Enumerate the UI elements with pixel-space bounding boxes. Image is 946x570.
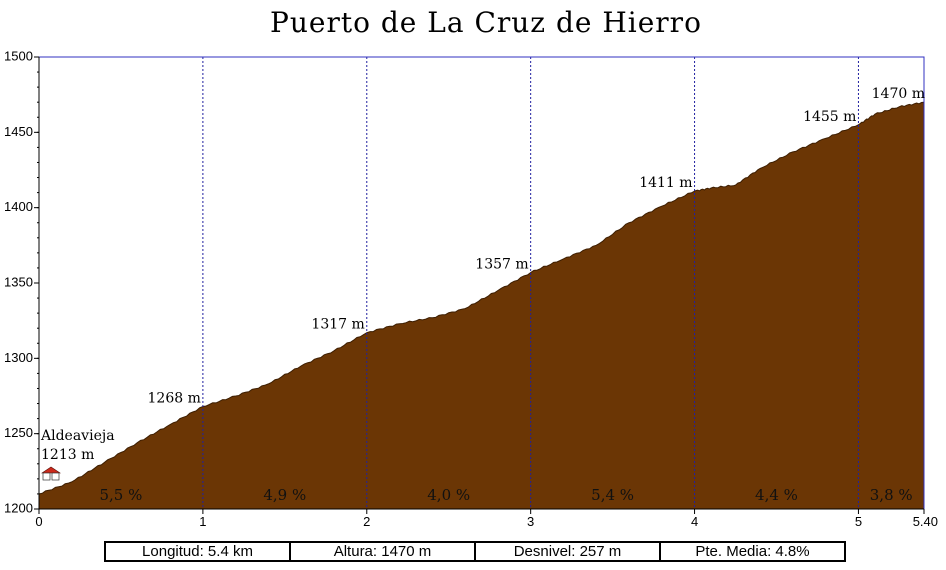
- stats-bar: Longitud: 5.4 km Altura: 1470 m Desnivel…: [104, 541, 846, 562]
- axes: 1200 1250 1300 1350 1400 1450 1500 0 1 2 3 4 5 5.40: [4, 48, 938, 529]
- elevation-label: 1455 m: [803, 109, 856, 125]
- elevation-label: 1357 m: [475, 256, 528, 272]
- y-tick-label: 1250: [4, 425, 33, 440]
- elevation-label: 1317 m: [311, 317, 364, 333]
- y-tick-label: 1300: [4, 350, 33, 365]
- y-tick-label: 1350: [4, 274, 33, 289]
- village-icon-roof: [41, 466, 61, 474]
- x-tick-label: 1: [199, 514, 206, 529]
- chart-title: Puerto de La Cruz de Hierro: [270, 6, 702, 39]
- elevation-label: 1411 m: [639, 175, 692, 191]
- x-tick-label: 0: [35, 514, 42, 529]
- stat-average-grade: Pte. Media: 4.8%: [695, 543, 810, 560]
- stat-altitude: Altura: 1470 m: [291, 543, 476, 560]
- village-icon-house-left: [42, 472, 51, 481]
- x-tick-label: 5.40: [913, 514, 938, 529]
- stat-length: Longitud: 5.4 km: [106, 543, 291, 560]
- y-tick-label: 1500: [4, 48, 33, 63]
- elevation-area: [38, 101, 925, 510]
- grade-label: 4,0 %: [427, 486, 470, 504]
- y-tick-label: 1200: [4, 500, 33, 515]
- village-icon: [41, 466, 61, 481]
- grade-label: 5,4 %: [591, 486, 634, 504]
- x-tick-label: 3: [527, 514, 534, 529]
- y-tick-label: 1400: [4, 199, 33, 214]
- y-tick-label: 1450: [4, 124, 33, 139]
- grade-label: 4,4 %: [755, 486, 798, 504]
- elevation-labels: 1268 m 1317 m 1357 m 1411 m 1455 m 1470 m 5,5 …: [40, 86, 925, 504]
- village-icon-house-right: [51, 472, 60, 481]
- grade-label: 3,8 %: [870, 486, 913, 504]
- plot-area: [38, 57, 925, 510]
- elevation-label: 1268 m: [148, 391, 201, 407]
- stat-elevation-gain: Desnivel: 257 m: [476, 543, 661, 560]
- elevation-label: 1470 m: [872, 86, 925, 102]
- x-tick-label: 2: [363, 514, 370, 529]
- start-elevation: 1213 m: [41, 447, 94, 463]
- x-tick-label: 5: [855, 514, 862, 529]
- start-name: Aldeavieja: [40, 428, 115, 444]
- km-gridlines: [202, 57, 859, 509]
- x-tick-label: 4: [691, 514, 698, 529]
- grade-label: 5,5 %: [99, 486, 142, 504]
- grade-label: 4,9 %: [263, 486, 306, 504]
